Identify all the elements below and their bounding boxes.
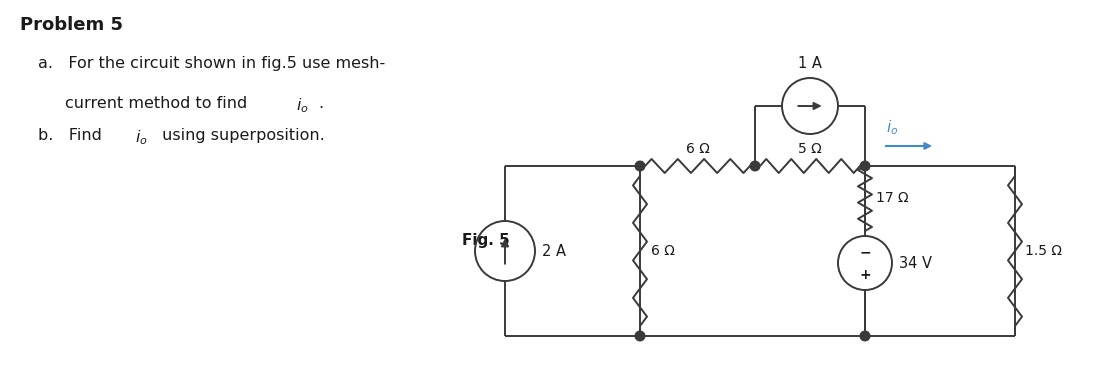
Text: 5 Ω: 5 Ω	[798, 142, 821, 156]
Text: $i_o$: $i_o$	[296, 96, 309, 115]
Circle shape	[751, 161, 760, 171]
Text: .: .	[318, 96, 323, 111]
Text: $i_o$: $i_o$	[887, 118, 899, 137]
Text: Problem 5: Problem 5	[20, 16, 123, 34]
Text: 34 V: 34 V	[899, 256, 932, 271]
Text: Fig. 5: Fig. 5	[461, 232, 510, 248]
Text: 1 A: 1 A	[798, 56, 822, 71]
Circle shape	[860, 331, 870, 341]
Text: 6 Ω: 6 Ω	[686, 142, 710, 156]
Text: b.   Find: b. Find	[38, 128, 107, 143]
Text: 2 A: 2 A	[542, 243, 566, 259]
Text: a.   For the circuit shown in fig.5 use mesh-: a. For the circuit shown in fig.5 use me…	[38, 56, 385, 71]
Text: 17 Ω: 17 Ω	[875, 192, 909, 206]
Text: $i_o$: $i_o$	[135, 128, 148, 147]
Circle shape	[635, 161, 645, 171]
Text: using superposition.: using superposition.	[157, 128, 325, 143]
Text: 6 Ω: 6 Ω	[651, 244, 675, 258]
Text: current method to find: current method to find	[65, 96, 253, 111]
Text: +: +	[859, 268, 871, 282]
Text: 1.5 Ω: 1.5 Ω	[1025, 244, 1062, 258]
Circle shape	[635, 331, 645, 341]
Text: −: −	[859, 245, 871, 259]
Circle shape	[860, 161, 870, 171]
